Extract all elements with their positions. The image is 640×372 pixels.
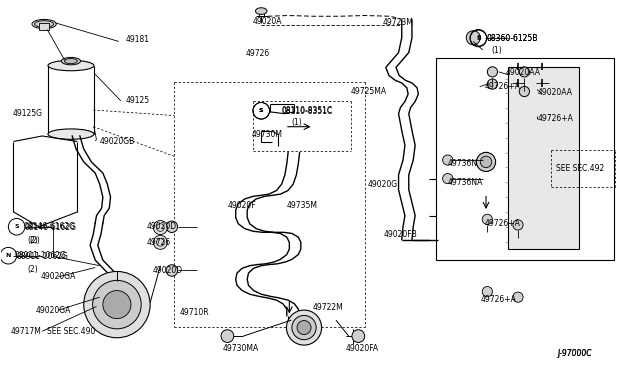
Text: 49726: 49726 [245,49,269,58]
Ellipse shape [84,272,150,338]
Ellipse shape [443,155,453,165]
Bar [39,23,49,30]
Ellipse shape [513,220,523,230]
Ellipse shape [255,8,267,15]
Text: 08911-1062G: 08911-1062G [17,252,68,261]
Text: (2): (2) [28,236,38,246]
Text: S: S [259,108,264,113]
Text: 49726: 49726 [147,238,170,247]
Ellipse shape [35,21,54,28]
Text: 49020A: 49020A [253,17,282,26]
Text: J-97000C: J-97000C [557,349,592,358]
Ellipse shape [297,321,311,334]
Ellipse shape [154,235,168,249]
Text: 49723M: 49723M [383,19,413,28]
Text: 49726+A: 49726+A [481,295,517,304]
Text: 08911-1062G: 08911-1062G [15,251,67,260]
Text: 49710R: 49710R [179,308,209,317]
Ellipse shape [61,57,81,65]
Text: 08146-6162G: 08146-6162G [23,222,75,231]
Text: 08360-6125B: 08360-6125B [486,34,538,43]
Text: 49020D: 49020D [153,266,183,275]
Ellipse shape [476,153,495,171]
Ellipse shape [443,173,453,184]
Ellipse shape [93,280,141,329]
Text: (1): (1) [291,119,302,128]
Text: 49125G: 49125G [12,109,42,118]
Text: 49717M: 49717M [10,327,41,336]
Ellipse shape [482,214,492,224]
Text: 49020F: 49020F [227,201,256,210]
Ellipse shape [487,79,497,89]
Text: 49726+A: 49726+A [484,219,520,228]
Ellipse shape [221,330,234,343]
Ellipse shape [487,67,497,77]
Text: N: N [6,253,11,258]
Text: S: S [259,108,264,113]
Text: 08360-6125B: 08360-6125B [486,34,538,43]
Text: 49726+A: 49726+A [537,114,573,123]
Ellipse shape [480,156,492,168]
Ellipse shape [32,19,56,29]
Text: 49736N: 49736N [448,158,478,167]
Ellipse shape [48,60,94,71]
Ellipse shape [103,291,131,319]
Ellipse shape [519,67,529,77]
Text: 08110-8351C: 08110-8351C [282,106,333,115]
Text: 49020G: 49020G [368,180,398,189]
Text: 49736NA: 49736NA [448,178,483,187]
Text: 49181: 49181 [125,35,149,44]
Text: 49020GB: 49020GB [100,137,135,146]
Ellipse shape [65,58,77,64]
Text: S: S [476,35,481,40]
Text: 49020GA: 49020GA [40,272,76,281]
Text: SEE SEC.492: SEE SEC.492 [556,164,605,173]
Text: 49730M: 49730M [252,130,283,140]
Text: 49020FA: 49020FA [346,344,379,353]
Text: 49730MA: 49730MA [223,344,259,353]
Text: 49020FB: 49020FB [384,230,418,240]
Text: S: S [476,36,481,41]
Text: 49735M: 49735M [287,201,318,210]
Text: 49125: 49125 [125,96,149,105]
Ellipse shape [519,86,529,97]
Text: 49020AA: 49020AA [537,88,572,97]
Ellipse shape [513,292,523,302]
Text: (1): (1) [491,46,502,55]
Text: 49725MA: 49725MA [351,87,387,96]
Ellipse shape [292,315,316,340]
Text: (2): (2) [29,236,40,246]
Text: 08110-8351C: 08110-8351C [282,108,333,116]
Text: S: S [14,224,19,229]
Text: 49020AA: 49020AA [505,68,540,77]
Text: 49020GA: 49020GA [36,306,71,315]
Ellipse shape [48,129,94,139]
Text: 49726+A: 49726+A [484,82,520,91]
Bar [508,67,579,249]
Text: 08146-6162G: 08146-6162G [25,223,77,232]
Ellipse shape [166,265,177,276]
Ellipse shape [154,221,168,234]
Text: J-97000C: J-97000C [557,349,592,358]
Ellipse shape [467,31,480,45]
Ellipse shape [352,330,365,343]
Text: 49020D: 49020D [147,222,177,231]
Ellipse shape [287,310,321,345]
Ellipse shape [166,221,177,232]
Text: (2): (2) [28,265,38,274]
Text: SEE SEC.490: SEE SEC.490 [47,327,95,336]
Text: 49722M: 49722M [312,303,343,312]
Bar [436,58,614,260]
Ellipse shape [482,286,492,297]
